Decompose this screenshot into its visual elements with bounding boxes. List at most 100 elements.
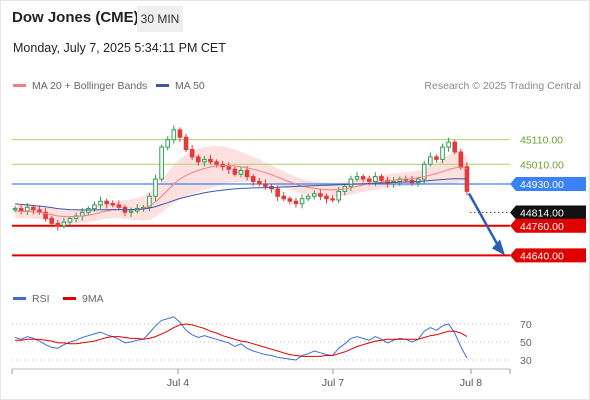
candle — [49, 215, 54, 228]
candle — [281, 191, 287, 202]
candle-body — [165, 139, 171, 148]
candle — [440, 143, 445, 164]
candle — [305, 193, 311, 202]
rsi-swatch — [13, 296, 26, 300]
chart-header: Dow Jones (CME) 30 MIN — [0, 0, 590, 36]
candle-body — [153, 178, 158, 197]
candle — [171, 125, 177, 144]
candle-body — [373, 176, 378, 183]
candle-body — [61, 221, 67, 227]
candle-body — [24, 206, 30, 212]
level-label-box — [510, 205, 586, 220]
candle-body — [263, 183, 268, 187]
candle — [232, 166, 238, 177]
candle-body — [98, 200, 103, 206]
candle-body — [116, 204, 122, 208]
x-tick-label: Jul 7 — [322, 377, 344, 389]
rsi-tick-label: 50 — [520, 337, 532, 349]
candle-body — [195, 156, 201, 163]
candle — [43, 207, 48, 222]
candle — [165, 136, 171, 151]
candle-body — [348, 178, 354, 187]
candle — [153, 174, 158, 201]
candle-body — [49, 217, 54, 224]
candle-body — [421, 163, 427, 180]
candle — [250, 174, 256, 187]
candle-body — [147, 195, 152, 208]
candle-body — [287, 198, 293, 202]
candle — [67, 215, 73, 226]
legend-ma50-label: MA 50 — [175, 80, 205, 92]
level-label-box — [510, 218, 586, 233]
candle-body — [330, 198, 335, 201]
level-label-text: 44760.00 — [520, 221, 564, 233]
candle-body — [232, 168, 238, 175]
legend-rsi: RSI — [13, 293, 50, 305]
candle — [269, 183, 274, 193]
level-label-text: 44930.00 — [520, 179, 564, 191]
candle-body — [128, 210, 134, 213]
candle — [208, 154, 213, 165]
timeframe-badge[interactable]: 30 MIN — [137, 6, 183, 32]
legend-rsi-ma: 9MA — [63, 293, 104, 305]
level-label-resistance: 45010.00 — [520, 159, 564, 171]
level-label-pivot: 44930.00 — [510, 176, 586, 191]
legend-ma20: MA 20 + Bollinger Bands — [13, 80, 147, 92]
candle — [189, 145, 195, 161]
candle-body — [275, 188, 280, 197]
candle — [55, 219, 61, 231]
candle-body — [110, 203, 116, 206]
candle — [421, 160, 427, 184]
candle — [318, 189, 323, 201]
candle — [373, 172, 378, 187]
candle-body — [299, 198, 305, 205]
ma20-swatch — [13, 83, 26, 87]
legend-rsi-label: RSI — [32, 293, 50, 305]
legend-rsi-ma-label: 9MA — [82, 293, 104, 305]
candle-body — [434, 156, 439, 160]
candle — [238, 166, 244, 178]
forecast-arrow-head — [492, 239, 505, 256]
candle — [12, 206, 18, 213]
level-label-support: 44760.00 — [510, 218, 586, 233]
candle — [195, 154, 201, 166]
candle — [61, 217, 67, 229]
candle-body — [183, 136, 189, 151]
candle-body — [281, 195, 287, 200]
level-label-text: 45010.00 — [520, 159, 564, 171]
rsi-tick-label: 30 — [520, 355, 532, 367]
rsi-ma-line — [15, 323, 468, 357]
candle — [428, 152, 433, 167]
candle-body — [171, 129, 177, 141]
forecast-arrow-shaft — [467, 192, 501, 248]
candle — [299, 194, 305, 209]
candle — [226, 162, 232, 174]
candle-body — [208, 158, 213, 163]
level-label-text: 44640.00 — [520, 250, 564, 262]
ma50-swatch — [156, 83, 169, 87]
candle — [287, 196, 293, 205]
level-label-text: 44814.00 — [520, 208, 564, 220]
candle — [275, 185, 280, 201]
candle — [293, 197, 299, 208]
legend-ma20-label: MA 20 + Bollinger Bands — [32, 80, 148, 92]
candle-body — [336, 190, 342, 201]
candle — [183, 133, 189, 152]
ma50-line — [15, 178, 467, 211]
candle-body — [159, 146, 164, 180]
timestamp: Monday, July 7, 2025 5:34:11 PM CET — [13, 41, 226, 55]
candle-body — [177, 129, 183, 138]
x-tick-label: Jul 8 — [460, 377, 482, 389]
candle — [116, 200, 122, 211]
candle — [104, 198, 109, 209]
candle — [311, 190, 317, 200]
candle-body — [415, 178, 421, 184]
credit-text: Research © 2025 Trading Central — [424, 80, 581, 92]
candle-body — [385, 179, 390, 185]
candle — [324, 193, 329, 204]
candle-body — [250, 176, 256, 183]
candle-body — [293, 200, 299, 205]
candle-body — [92, 204, 97, 210]
candle-body — [354, 176, 360, 180]
